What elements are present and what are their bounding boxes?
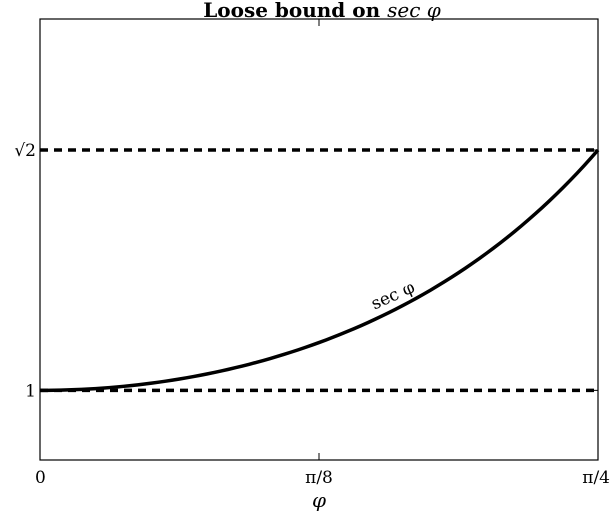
y-tick-label: √2 [14,141,36,161]
chart-title-math: sec φ [387,0,441,22]
plot-frame [39,18,599,461]
chart-title: Loose bound on sec φ [203,0,441,22]
series-line-sec [39,148,600,393]
chart-title-text: Loose bound on [203,0,380,22]
plot-area: sec φ [39,148,600,393]
x-axis-label: φ [312,488,326,512]
x-tick-label: π/4 [582,468,610,488]
x-tick-label: 0 [35,468,46,488]
axis-ticks: 0 π/8 π/4 1 √2 [14,19,610,488]
y-tick-label: 1 [25,381,36,401]
x-tick-label: π/8 [305,468,333,488]
